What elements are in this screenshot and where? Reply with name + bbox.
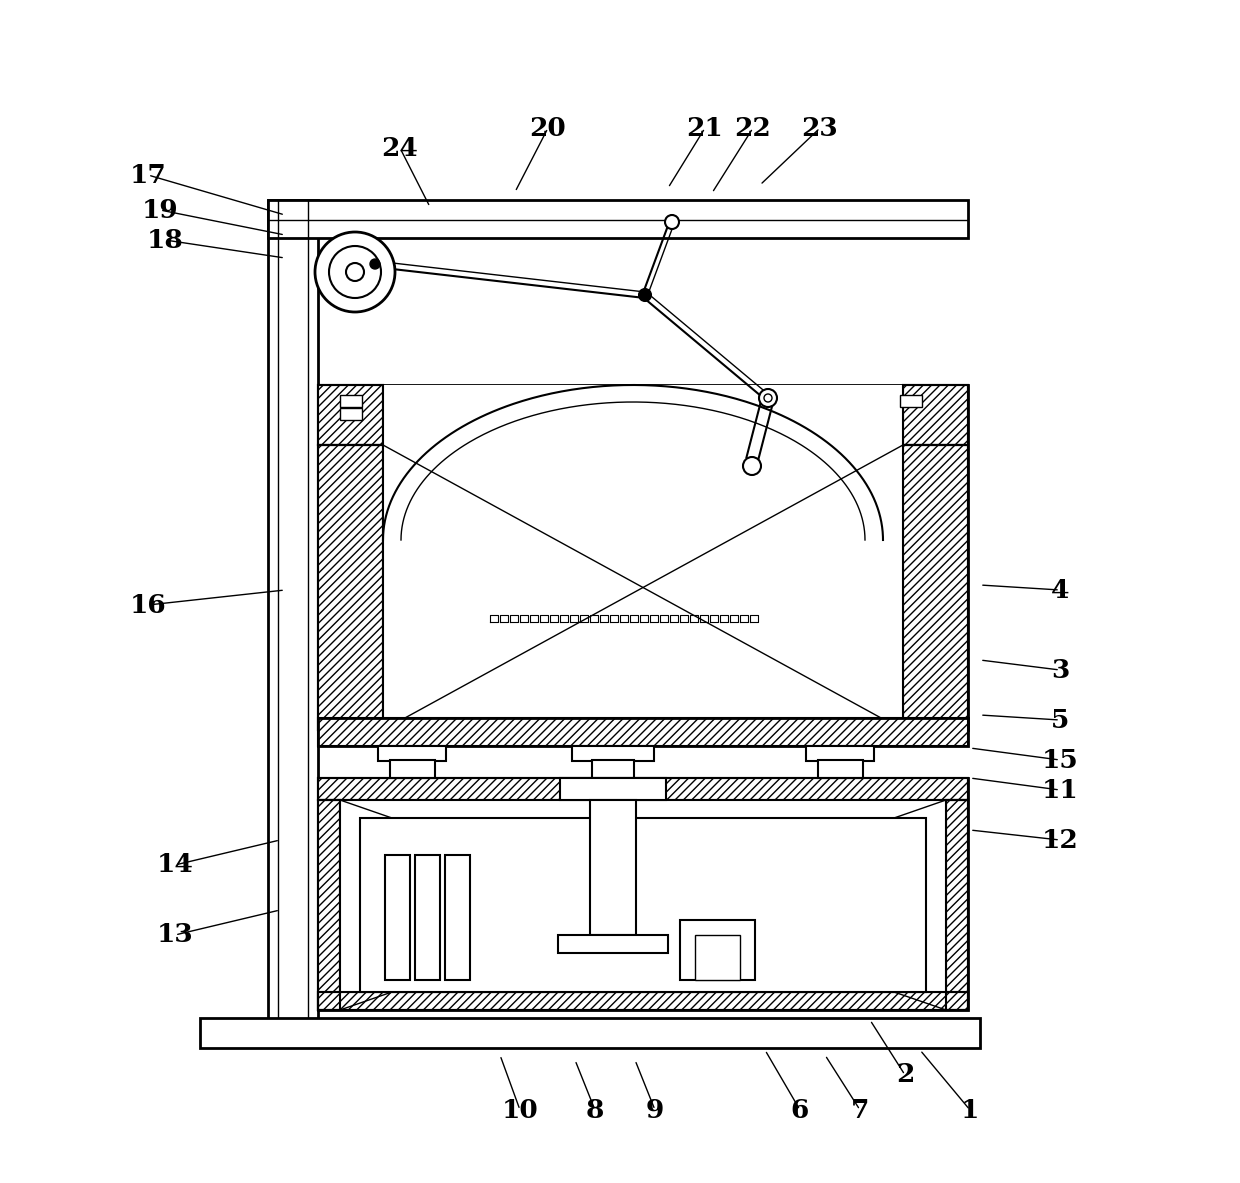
- Bar: [560, 778, 666, 800]
- Bar: [340, 800, 946, 993]
- Bar: [317, 993, 968, 1010]
- Text: 14: 14: [156, 853, 193, 878]
- Bar: [558, 935, 668, 953]
- Bar: [946, 800, 968, 1010]
- Bar: [317, 384, 968, 730]
- Circle shape: [665, 215, 680, 230]
- Bar: [268, 200, 968, 238]
- Text: 1: 1: [961, 1098, 980, 1123]
- Bar: [340, 408, 362, 420]
- Bar: [572, 746, 653, 761]
- Text: 2: 2: [895, 1062, 914, 1087]
- Bar: [415, 855, 440, 980]
- Bar: [383, 384, 903, 730]
- Circle shape: [764, 394, 773, 402]
- Bar: [317, 384, 383, 445]
- Circle shape: [759, 389, 777, 407]
- Text: 3: 3: [1050, 658, 1069, 683]
- Bar: [903, 384, 968, 445]
- Bar: [317, 993, 968, 1010]
- Bar: [680, 920, 755, 980]
- Bar: [317, 384, 383, 445]
- Text: 11: 11: [1042, 777, 1079, 802]
- Bar: [384, 855, 410, 980]
- Circle shape: [329, 246, 381, 298]
- Bar: [946, 800, 968, 1010]
- Text: 18: 18: [146, 227, 184, 252]
- Bar: [903, 384, 968, 445]
- Bar: [317, 778, 968, 800]
- Text: 16: 16: [130, 593, 166, 618]
- Bar: [903, 445, 968, 730]
- Text: 8: 8: [585, 1098, 604, 1123]
- Bar: [317, 778, 968, 1010]
- Bar: [200, 1019, 980, 1048]
- Text: 10: 10: [502, 1098, 538, 1123]
- Bar: [903, 445, 968, 730]
- Text: 20: 20: [529, 116, 567, 141]
- Bar: [445, 855, 470, 980]
- Bar: [360, 817, 926, 993]
- Bar: [378, 746, 446, 761]
- Bar: [900, 395, 923, 407]
- Circle shape: [639, 289, 651, 300]
- Text: 12: 12: [1042, 827, 1079, 853]
- Bar: [806, 746, 874, 761]
- Bar: [268, 200, 317, 1040]
- Text: 21: 21: [687, 116, 723, 141]
- Text: 23: 23: [801, 116, 838, 141]
- Text: 24: 24: [382, 136, 418, 161]
- Bar: [391, 759, 435, 778]
- Bar: [818, 759, 863, 778]
- Text: 13: 13: [156, 923, 193, 948]
- Circle shape: [743, 457, 761, 476]
- Text: 9: 9: [646, 1098, 665, 1123]
- Bar: [317, 718, 968, 746]
- Bar: [317, 445, 383, 730]
- Text: 4: 4: [1050, 577, 1069, 602]
- Text: 22: 22: [734, 116, 771, 141]
- Text: 7: 7: [851, 1098, 869, 1123]
- Bar: [317, 800, 340, 1010]
- Bar: [317, 800, 340, 1010]
- Bar: [591, 759, 634, 778]
- Bar: [694, 935, 740, 980]
- Bar: [317, 778, 968, 800]
- Bar: [340, 395, 362, 407]
- Circle shape: [346, 263, 365, 282]
- Bar: [317, 718, 968, 746]
- Text: 6: 6: [791, 1098, 810, 1123]
- Bar: [590, 800, 636, 935]
- Circle shape: [370, 259, 379, 269]
- Bar: [317, 445, 383, 730]
- Circle shape: [315, 232, 396, 312]
- Text: 19: 19: [141, 198, 179, 222]
- Text: 15: 15: [1042, 748, 1079, 772]
- Text: 5: 5: [1050, 707, 1069, 732]
- Text: 17: 17: [130, 162, 166, 187]
